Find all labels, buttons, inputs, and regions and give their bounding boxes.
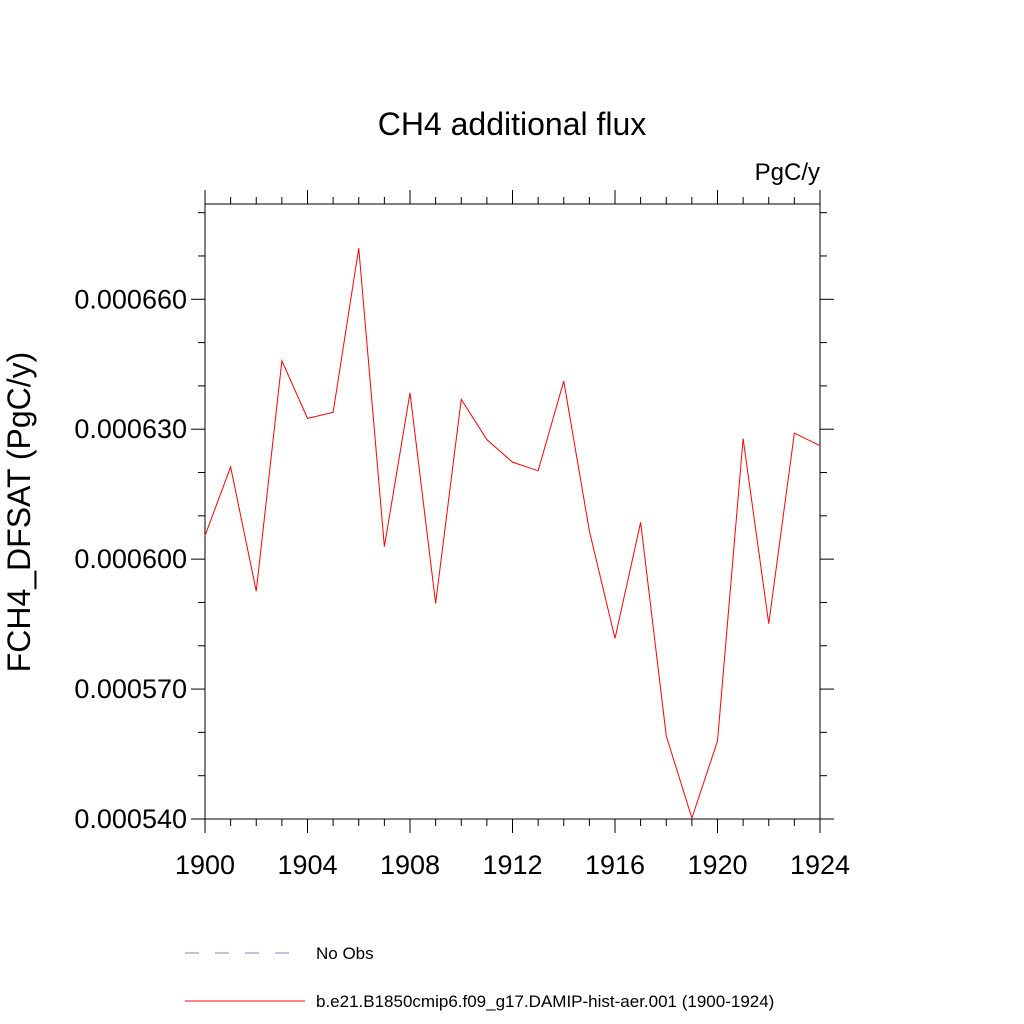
series-line <box>204 248 821 820</box>
legend-label-model: b.e21.B1850cmip6.f09_g17.DAMIP-hist-aer.… <box>316 992 774 1011</box>
y-tick-label: 0.000630 <box>74 414 187 444</box>
series-layer <box>204 248 821 820</box>
x-axis-tick-labels: 1900 1904 1908 1912 1916 1920 1924 <box>175 850 850 880</box>
y-tick-label: 0.000660 <box>74 284 187 314</box>
legend-label-no-obs: No Obs <box>316 944 374 963</box>
y-axis-ticks <box>191 212 834 820</box>
y-axis-tick-labels: 0.000540 0.000570 0.000600 0.000630 0.000660 <box>74 284 187 834</box>
x-tick-label: 1908 <box>380 850 440 880</box>
plot-frame <box>204 203 821 820</box>
x-tick-label: 1912 <box>482 850 542 880</box>
y-tick-label: 0.000600 <box>74 544 187 574</box>
x-tick-label: 1900 <box>175 850 235 880</box>
x-tick-label: 1916 <box>585 850 645 880</box>
x-tick-label: 1904 <box>277 850 337 880</box>
legend: No Obs b.e21.B1850cmip6.f09_g17.DAMIP-hi… <box>185 944 774 1011</box>
x-axis-ticks <box>204 190 821 833</box>
x-tick-label: 1920 <box>687 850 747 880</box>
y-tick-label: 0.000570 <box>74 674 187 704</box>
chart-title: CH4 additional flux <box>378 106 647 142</box>
y-tick-label: 0.000540 <box>74 804 187 834</box>
y-axis-label: FCH4_DFSAT (PgC/y) <box>1 352 37 673</box>
x-tick-label: 1924 <box>790 850 850 880</box>
units-label: PgC/y <box>755 159 820 186</box>
